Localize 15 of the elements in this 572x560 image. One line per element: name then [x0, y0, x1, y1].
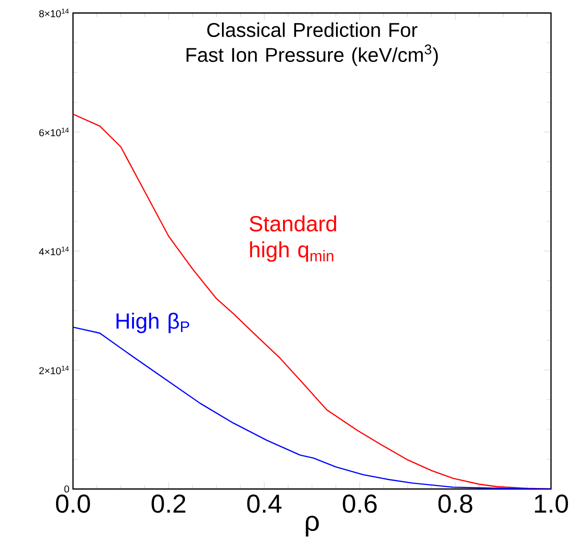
y-tick-label: 2×10$^{14}$ [39, 366, 69, 374]
x-tick-label: 0.2 [152, 494, 186, 513]
y-tick-label: 0 [64, 485, 70, 493]
series-label: High β$_{P}$ [116, 312, 190, 334]
x-axis-title: ρ [306, 516, 319, 537]
x-tick-label: 0.8 [438, 494, 472, 513]
y-tick-label: 4×10$^{14}$ [39, 246, 69, 256]
x-tick-label: 0.4 [247, 494, 282, 513]
x-tick-label: 0.6 [342, 494, 377, 513]
text: Classical Prediction For Fast Ion Pressure (keV/cm$^{3}$) [186, 22, 438, 66]
y-tick-label: 6×10$^{14}$ [39, 128, 69, 136]
x-tick-label: 0.0 [56, 494, 90, 513]
y-tick-label: 8×10$^{14}$ [39, 8, 69, 18]
text: Standard high q$_{min}$ [250, 215, 336, 262]
x-tick-label: 1.0 [534, 494, 568, 513]
